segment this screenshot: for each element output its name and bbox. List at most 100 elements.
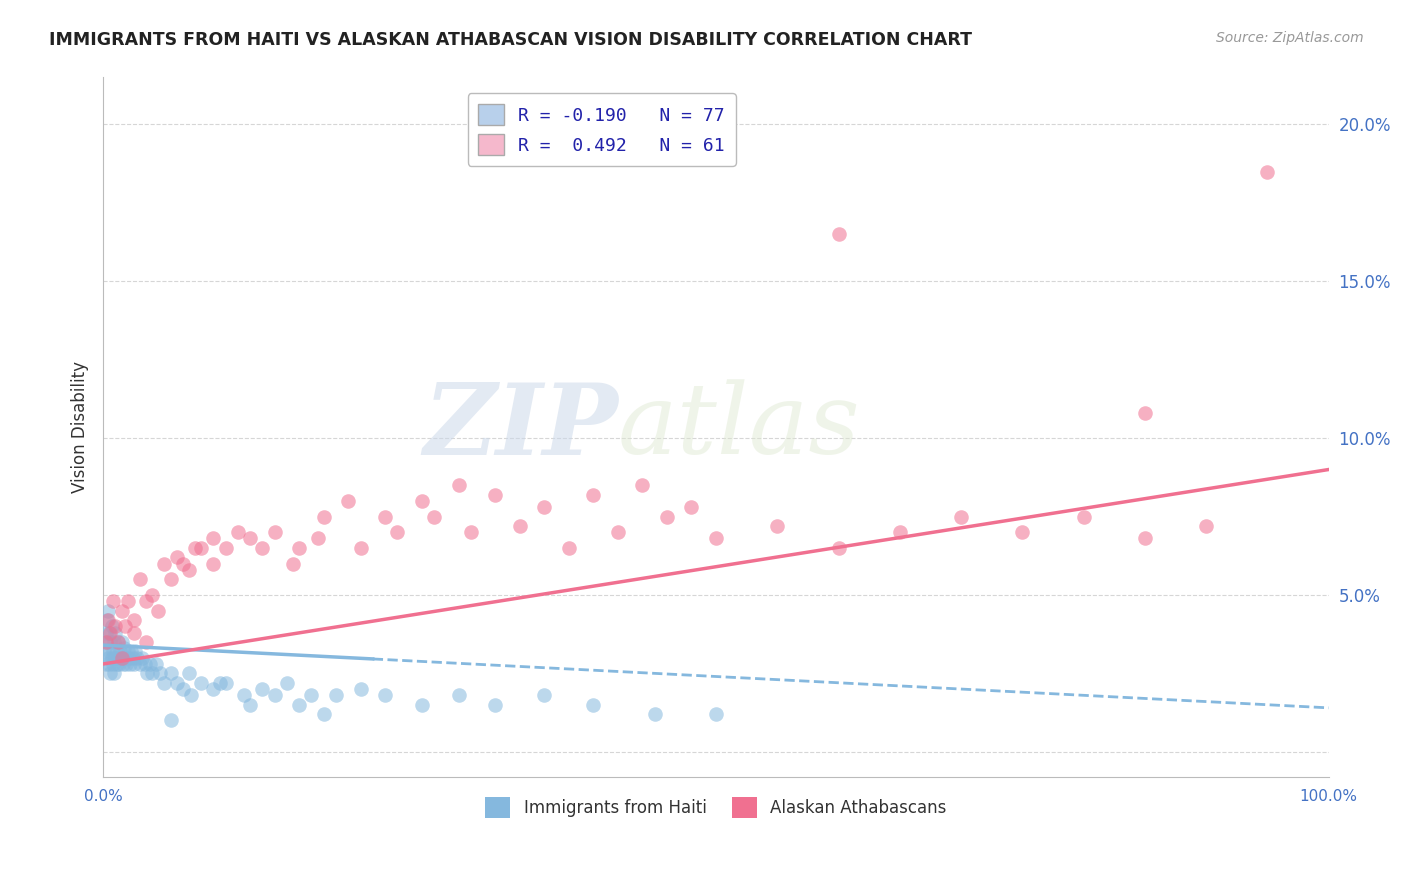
Point	[423, 509, 446, 524]
Point	[1133, 532, 1156, 546]
Text: IMMIGRANTS FROM HAITI VS ALASKAN ATHABASCAN VISION DISABILITY CORRELATION CHART: IMMIGRANTS FROM HAITI VS ALASKAN ATHABAS…	[49, 31, 972, 49]
Point	[177, 563, 200, 577]
Point	[349, 541, 371, 555]
Point	[208, 675, 231, 690]
Point	[110, 644, 132, 658]
Point	[447, 478, 470, 492]
Point	[104, 650, 127, 665]
Point	[159, 714, 181, 728]
Point	[111, 657, 134, 671]
Point	[337, 494, 360, 508]
Point	[349, 681, 371, 696]
Point	[110, 650, 132, 665]
Point	[172, 557, 194, 571]
Point	[141, 588, 163, 602]
Point	[105, 657, 128, 671]
Point	[118, 650, 141, 665]
Point	[263, 689, 285, 703]
Point	[103, 635, 125, 649]
Point	[122, 657, 145, 671]
Point	[263, 525, 285, 540]
Point	[100, 619, 122, 633]
Point	[1256, 164, 1278, 178]
Point	[281, 557, 304, 571]
Point	[177, 666, 200, 681]
Point	[312, 509, 335, 524]
Point	[889, 525, 911, 540]
Point	[127, 650, 149, 665]
Point	[153, 557, 176, 571]
Point	[104, 619, 127, 633]
Point	[509, 519, 531, 533]
Point	[110, 650, 132, 665]
Point	[558, 541, 581, 555]
Point	[827, 541, 849, 555]
Point	[202, 557, 225, 571]
Point	[121, 650, 143, 665]
Point	[180, 689, 202, 703]
Point	[533, 500, 555, 515]
Point	[136, 666, 159, 681]
Point	[103, 666, 125, 681]
Point	[115, 657, 138, 671]
Point	[166, 550, 188, 565]
Point	[184, 541, 207, 555]
Point	[215, 541, 238, 555]
Point	[190, 675, 212, 690]
Point	[226, 525, 249, 540]
Point	[104, 625, 127, 640]
Point	[98, 644, 121, 658]
Point	[114, 619, 136, 633]
Point	[166, 675, 188, 690]
Point	[107, 635, 129, 649]
Point	[655, 509, 678, 524]
Point	[374, 509, 396, 524]
Point	[110, 635, 132, 649]
Point	[101, 594, 124, 608]
Point	[100, 635, 122, 649]
Point	[766, 519, 789, 533]
Point	[120, 644, 142, 658]
Point	[100, 666, 122, 681]
Point	[135, 594, 157, 608]
Point	[202, 532, 225, 546]
Point	[533, 689, 555, 703]
Point	[411, 494, 433, 508]
Point	[138, 657, 160, 671]
Point	[252, 541, 274, 555]
Point	[131, 650, 153, 665]
Point	[101, 644, 124, 658]
Point	[148, 666, 170, 681]
Point	[124, 644, 146, 658]
Point	[704, 707, 727, 722]
Point	[122, 613, 145, 627]
Point	[460, 525, 482, 540]
Point	[644, 707, 666, 722]
Point	[100, 625, 122, 640]
Point	[307, 532, 329, 546]
Point	[172, 681, 194, 696]
Point	[239, 532, 262, 546]
Point	[1195, 519, 1218, 533]
Legend: Immigrants from Haiti, Alaskan Athabascans: Immigrants from Haiti, Alaskan Athabasca…	[479, 791, 953, 824]
Point	[98, 625, 121, 640]
Point	[288, 541, 311, 555]
Point	[134, 657, 156, 671]
Point	[827, 227, 849, 242]
Point	[96, 613, 118, 627]
Point	[94, 657, 117, 671]
Point	[325, 689, 347, 703]
Point	[484, 698, 506, 712]
Point	[312, 707, 335, 722]
Point	[233, 689, 256, 703]
Point	[94, 625, 117, 640]
Point	[301, 689, 323, 703]
Point	[112, 641, 135, 656]
Point	[582, 487, 605, 501]
Point	[288, 698, 311, 712]
Point	[122, 625, 145, 640]
Point	[107, 635, 129, 649]
Point	[153, 675, 176, 690]
Point	[1133, 406, 1156, 420]
Point	[1073, 509, 1095, 524]
